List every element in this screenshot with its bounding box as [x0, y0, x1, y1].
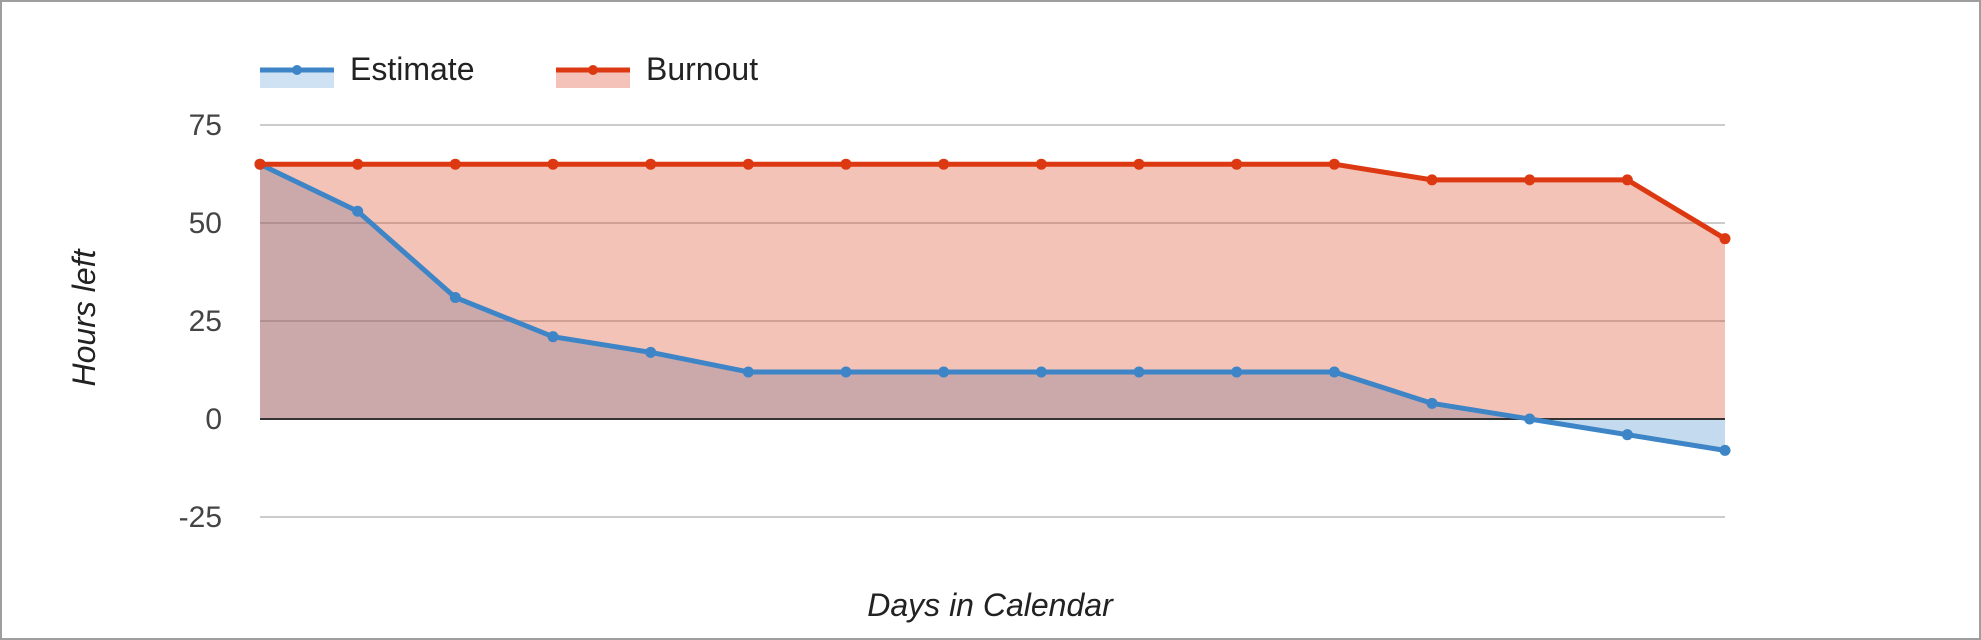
point-estimate[interactable] — [938, 366, 950, 378]
point-burnout[interactable] — [352, 158, 364, 170]
legend: Estimate Burnout — [260, 51, 758, 88]
series-lines — [257, 161, 1728, 453]
point-burnout[interactable] — [1133, 158, 1145, 170]
y-tick-labels: 75 50 25 0 -25 — [179, 109, 222, 534]
point-burnout[interactable] — [742, 158, 754, 170]
point-estimate[interactable] — [1328, 366, 1340, 378]
point-burnout[interactable] — [547, 158, 559, 170]
point-estimate[interactable] — [352, 205, 364, 217]
y-tick-label: 0 — [205, 403, 222, 436]
point-burnout[interactable] — [1621, 174, 1633, 186]
series-points — [254, 158, 1731, 456]
gridlines — [260, 124, 1725, 518]
legend-burnout-swatch — [556, 70, 630, 88]
line-burnout — [257, 161, 1728, 242]
point-burnout[interactable] — [254, 158, 266, 170]
legend-item-estimate[interactable]: Estimate — [260, 51, 474, 88]
legend-burnout-marker — [588, 65, 598, 75]
point-estimate[interactable] — [1231, 366, 1243, 378]
legend-burnout-label: Burnout — [646, 51, 758, 87]
legend-estimate-marker — [292, 65, 302, 75]
y-axis-title: Hours left — [66, 248, 102, 386]
area-estimate — [260, 164, 1725, 451]
series-areas — [260, 164, 1725, 451]
point-burnout[interactable] — [1328, 158, 1340, 170]
point-estimate[interactable] — [449, 291, 461, 303]
point-estimate[interactable] — [742, 366, 754, 378]
point-estimate[interactable] — [1133, 366, 1145, 378]
point-estimate[interactable] — [1621, 429, 1633, 441]
legend-item-burnout[interactable]: Burnout — [556, 51, 758, 88]
line-estimate — [257, 161, 1728, 453]
point-estimate[interactable] — [1426, 397, 1438, 409]
point-burnout[interactable] — [1426, 174, 1438, 186]
point-burnout[interactable] — [645, 158, 657, 170]
y-tick-label: 75 — [189, 109, 222, 142]
point-burnout[interactable] — [1719, 233, 1731, 245]
point-estimate[interactable] — [1719, 444, 1731, 456]
y-tick-label: 25 — [189, 305, 222, 338]
area-burnout — [260, 164, 1725, 419]
point-burnout[interactable] — [938, 158, 950, 170]
point-burnout[interactable] — [840, 158, 852, 170]
y-tick-label: 50 — [189, 207, 222, 240]
point-estimate[interactable] — [1524, 413, 1536, 425]
point-estimate[interactable] — [840, 366, 852, 378]
point-burnout[interactable] — [449, 158, 461, 170]
y-tick-label: -25 — [179, 501, 222, 534]
point-burnout[interactable] — [1035, 158, 1047, 170]
legend-estimate-swatch — [260, 70, 334, 88]
point-burnout[interactable] — [1231, 158, 1243, 170]
point-estimate[interactable] — [547, 331, 559, 343]
x-axis-title: Days in Calendar — [867, 587, 1114, 623]
point-estimate[interactable] — [1035, 366, 1047, 378]
point-estimate[interactable] — [645, 346, 657, 358]
point-burnout[interactable] — [1524, 174, 1536, 186]
legend-estimate-label: Estimate — [350, 51, 474, 87]
